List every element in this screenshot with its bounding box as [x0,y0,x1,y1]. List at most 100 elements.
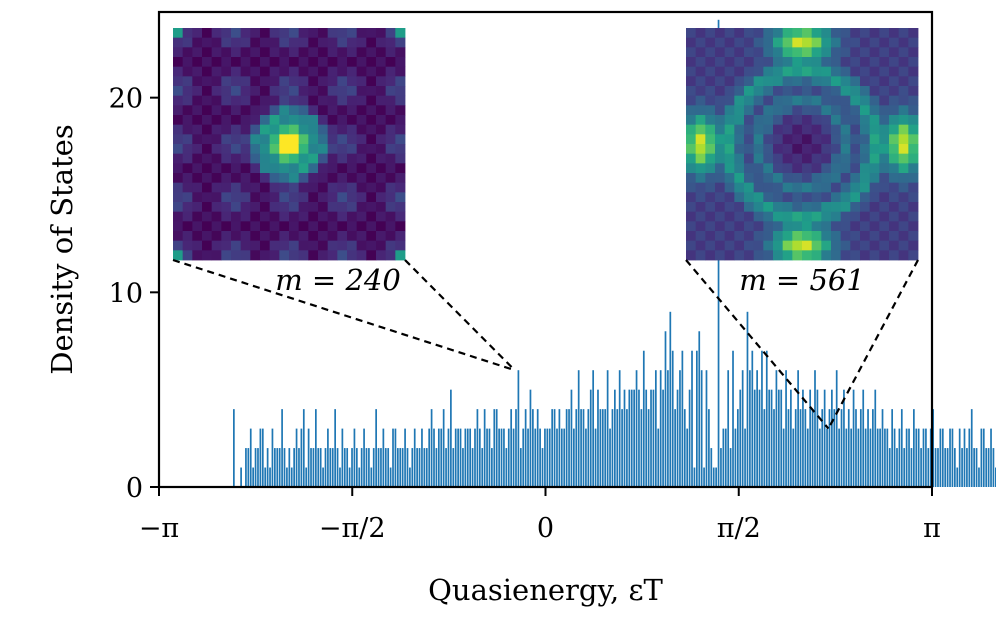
heatmap-cell [289,28,300,39]
histogram-bar [978,467,980,487]
heatmap-cell [395,66,406,77]
heatmap-cell [898,211,909,222]
heatmap-cell [250,66,261,77]
histogram-bar [507,428,510,487]
heatmap-cell [850,144,861,155]
heatmap-cell [356,240,367,251]
inset-label: m = 561 [739,263,865,297]
heatmap-cell [811,144,822,155]
heatmap-cell [289,240,300,251]
heatmap-cell [182,231,193,242]
histogram-bar [973,448,975,487]
histogram-bar [638,389,640,487]
heatmap-cell [395,153,406,164]
heatmap-cell [763,202,774,213]
histogram-bar [700,370,703,487]
heatmap-cell [231,95,242,106]
heatmap-cell [192,57,203,68]
heatmap-cell [308,240,319,251]
histogram-bar [336,448,339,487]
heatmap-cell [898,95,909,106]
heatmap-cell [250,173,261,184]
histogram-bar [751,350,754,487]
heatmap-cell [763,76,774,87]
histogram-bar [428,428,431,487]
heatmap-cell [763,37,774,48]
heatmap-cell [308,153,319,164]
heatmap-cell [782,134,793,145]
heatmap-cell [850,211,861,222]
heatmap-cell [763,115,774,126]
histogram-bar [233,409,235,487]
heatmap-cell [298,202,309,213]
heatmap-cell [811,202,822,213]
heatmap-cell [327,124,338,135]
heatmap-cell [724,250,735,261]
heatmap-cell [724,163,735,174]
histogram-bar [915,428,918,487]
heatmap-cell [715,163,726,174]
heatmap-cell [337,221,348,232]
histogram-bar [454,428,457,487]
heatmap-cell [269,221,280,232]
histogram-bar [368,448,370,487]
heatmap-cell [869,86,880,97]
heatmap-cell [221,134,232,145]
heatmap-cell [763,134,774,145]
heatmap-cell [821,231,832,242]
histogram-bar [913,409,915,487]
heatmap-cell [889,134,900,145]
heatmap-cell [850,57,861,68]
heatmap-cell [860,221,871,232]
heatmap-cell [250,86,261,97]
histogram-bar [932,409,935,487]
heatmap-cell [869,211,880,222]
heatmap-cell [279,211,290,222]
histogram-bar [274,448,276,487]
heatmap-cell [889,192,900,203]
heatmap-cell [724,86,735,97]
histogram-bar [315,409,317,487]
heatmap-cell [821,57,832,68]
heatmap-cell [811,47,822,58]
heatmap-cell [356,37,367,48]
heatmap-cell [860,28,871,39]
heatmap-cell [715,250,726,261]
histogram-bar [327,428,329,487]
histogram-bar [462,448,464,487]
histogram-bar [447,428,450,487]
heatmap-cell [773,231,784,242]
heatmap-cell [705,250,716,261]
heatmap-cell [327,66,338,77]
x-tick-label: −π/2 [319,513,386,544]
heatmap-cell [744,134,755,145]
histogram-bar [568,409,570,487]
heatmap-cell [347,28,358,39]
heatmap-cell [889,124,900,135]
heatmap-cell [298,28,309,39]
heatmap-cell [395,47,406,58]
histogram-bar [290,467,293,487]
heatmap-cell [298,95,309,106]
histogram-bar [343,448,346,487]
heatmap-cell [385,115,396,126]
histogram-bar [616,409,619,487]
histogram-bar [396,448,399,487]
heatmap-cell [318,124,329,135]
heatmap-cell [356,105,367,116]
heatmap-cell [908,153,919,164]
heatmap-cell [898,57,909,68]
heatmap-cell [686,115,697,126]
heatmap-cell [695,57,706,68]
heatmap-cell [192,86,203,97]
heatmap-cell [831,192,842,203]
heatmap-cell [298,124,309,135]
heatmap-cell [850,231,861,242]
heatmap-cell [318,57,329,68]
heatmap-cell [356,153,367,164]
heatmap-cell [366,76,377,87]
histogram-bar [433,428,435,487]
heatmap-cell [221,231,232,242]
heatmap-cell [802,66,813,77]
